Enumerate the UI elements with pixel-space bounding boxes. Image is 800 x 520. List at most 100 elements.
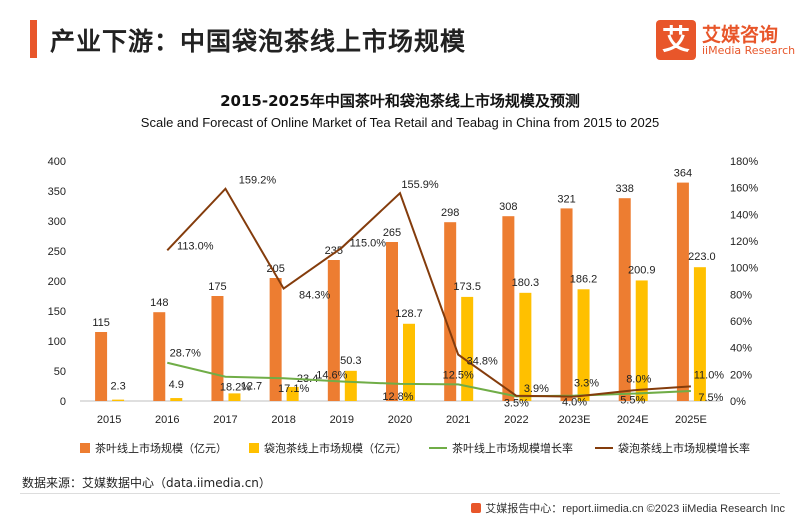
y-axis-left-tick-label: 300 — [48, 216, 66, 228]
line-label-tea-growth: 12.5% — [443, 369, 474, 381]
y-axis-left-tick-label: 0 — [60, 396, 66, 408]
bar-teabag-market — [228, 393, 241, 401]
bar-tea-market — [327, 260, 340, 401]
bar-tea-market — [560, 208, 573, 401]
line-label-teabag-growth: 34.8% — [467, 356, 498, 368]
x-axis-tick-label: 2019 — [330, 414, 354, 426]
y-axis-right-tick-label: 160% — [730, 183, 758, 195]
bar-tea-market — [676, 182, 689, 401]
x-axis-tick-label: 2024E — [617, 414, 649, 426]
bar-label-tea-market: 308 — [499, 201, 517, 213]
footer-report: 艾媒报告中心：report.iimedia.cn ©2023 iiMedia R… — [0, 500, 785, 516]
chart-title: 2015-2025年中国茶叶和袋泡茶线上市场规模及预测 — [220, 92, 580, 110]
logo-subtitle: iiMedia Research — [702, 44, 796, 57]
bar-tea-market — [502, 216, 515, 401]
footer-report-text: 艾媒报告中心：report.iimedia.cn ©2023 iiMedia R… — [485, 503, 785, 515]
bar-teabag-market — [635, 280, 648, 401]
chart-subtitle: Scale and Forecast of Online Market of T… — [140, 115, 660, 130]
legend-item-teabag-market: 袋泡茶线上市场规模（亿元） — [249, 440, 407, 456]
legend-swatch-tea-growth — [429, 447, 447, 449]
bar-label-teabag-market: 128.7 — [395, 308, 423, 320]
y-axis-right-tick-label: 20% — [730, 369, 752, 381]
line-label-tea-growth: 3.5% — [504, 397, 529, 409]
line-tea-growth — [167, 361, 691, 398]
y-axis-right-tick-label: 40% — [730, 343, 752, 355]
bar-label-tea-market: 235 — [325, 245, 343, 257]
bar-tea-market — [618, 198, 631, 401]
bar-label-teabag-market: 180.3 — [512, 277, 540, 289]
line-label-teabag-growth: 115.0% — [350, 238, 387, 250]
line-teabag-growth — [166, 187, 691, 398]
y-axis-left-tick-label: 150 — [48, 306, 66, 318]
bar-label-tea-market: 115 — [92, 317, 110, 329]
bar-tea-market — [444, 222, 457, 401]
y-axis-right-tick-label: 60% — [730, 316, 752, 328]
line-label-teabag-growth: 113.0% — [177, 240, 214, 252]
line-label-tea-growth: 18.2% — [220, 382, 251, 394]
line-label-tea-growth: 7.5% — [698, 392, 723, 404]
legend-item-tea-market: 茶叶线上市场规模（亿元） — [80, 440, 227, 456]
bar-label-tea-market: 338 — [616, 183, 634, 195]
legend-label-tea-growth: 茶叶线上市场规模增长率 — [452, 442, 573, 455]
data-source: 数据来源：艾媒数据中心（data.iimedia.cn） — [22, 476, 271, 490]
bar-teabag-market — [577, 289, 590, 401]
logo-name: 艾媒咨询 — [702, 24, 779, 46]
y-axis-right-tick-label: 140% — [730, 209, 758, 221]
line-label-tea-growth: 12.8% — [382, 391, 413, 403]
bar-label-tea-market: 265 — [383, 227, 401, 239]
bar-teabag-market — [286, 386, 299, 401]
x-axis-tick-label: 2018 — [271, 414, 295, 426]
bar-teabag-market — [693, 267, 706, 401]
x-axis-tick-label: 2016 — [155, 414, 179, 426]
bar-label-tea-market: 175 — [208, 281, 226, 293]
bar-label-teabag-market: 223.0 — [688, 251, 716, 263]
line-label-teabag-growth: 8.0% — [626, 373, 651, 385]
report-center-icon — [471, 503, 482, 513]
page-title: 产业下游：中国袋泡茶线上市场规模 — [50, 27, 467, 56]
bar-teabag-market — [344, 370, 357, 401]
bar-label-teabag-market: 4.9 — [169, 379, 184, 391]
line-label-teabag-growth: 11.0% — [694, 369, 725, 381]
line-label-tea-growth: 17.1% — [278, 383, 309, 395]
bar-tea-market — [386, 242, 398, 401]
line-label-tea-growth: 4.0% — [562, 397, 587, 409]
y-axis-right-tick-label: 0% — [730, 396, 746, 408]
legend-label-tea-market: 茶叶线上市场规模（亿元） — [95, 442, 227, 455]
iimedia-logo-icon: 艾 — [656, 20, 696, 60]
legend-swatch-tea-market — [80, 443, 90, 453]
title-accent-bar — [30, 20, 37, 58]
y-axis-left-tick-label: 350 — [48, 186, 66, 198]
line-label-teabag-growth: 3.9% — [524, 383, 549, 395]
line-label-teabag-growth: 3.3% — [574, 378, 599, 390]
bar-label-tea-market: 148 — [150, 297, 168, 309]
legend-label-teabag-market: 袋泡茶线上市场规模（亿元） — [264, 442, 407, 455]
bar-tea-market — [269, 278, 282, 401]
x-axis-tick-label: 2021 — [446, 414, 470, 426]
bar-label-teabag-market: 50.3 — [340, 355, 361, 367]
bar-tea-market — [95, 332, 108, 401]
line-label-tea-growth: 5.5% — [620, 395, 645, 407]
bar-teabag-market — [112, 399, 125, 401]
y-axis-right-tick-label: 120% — [730, 236, 758, 248]
bar-tea-market — [153, 312, 166, 401]
legend-item-tea-growth: 茶叶线上市场规模增长率 — [429, 440, 573, 456]
line-label-tea-growth: 14.6% — [316, 370, 347, 382]
legend-swatch-teabag-market — [249, 443, 259, 453]
legend-swatch-teabag-growth — [595, 447, 613, 449]
line-label-tea-growth: 28.7% — [170, 348, 201, 360]
bar-label-tea-market: 298 — [441, 207, 459, 219]
line-label-teabag-growth: 155.9% — [401, 179, 439, 191]
line-label-teabag-growth: 84.3% — [299, 290, 330, 302]
y-axis-left-tick-label: 250 — [48, 246, 66, 258]
bar-label-teabag-market: 12.7 — [241, 380, 262, 392]
bar-teabag-market — [461, 296, 474, 401]
x-axis-tick-label: 2025E — [675, 414, 707, 426]
bar-teabag-market — [403, 323, 415, 401]
bar-label-tea-market: 364 — [674, 168, 692, 180]
bar-label-tea-market: 321 — [557, 193, 575, 205]
y-axis-right-tick-label: 80% — [730, 289, 752, 301]
bar-teabag-market — [519, 292, 532, 401]
legend-item-teabag-growth: 袋泡茶线上市场规模增长率 — [595, 440, 750, 456]
bar-label-teabag-market: 173.5 — [453, 281, 481, 293]
